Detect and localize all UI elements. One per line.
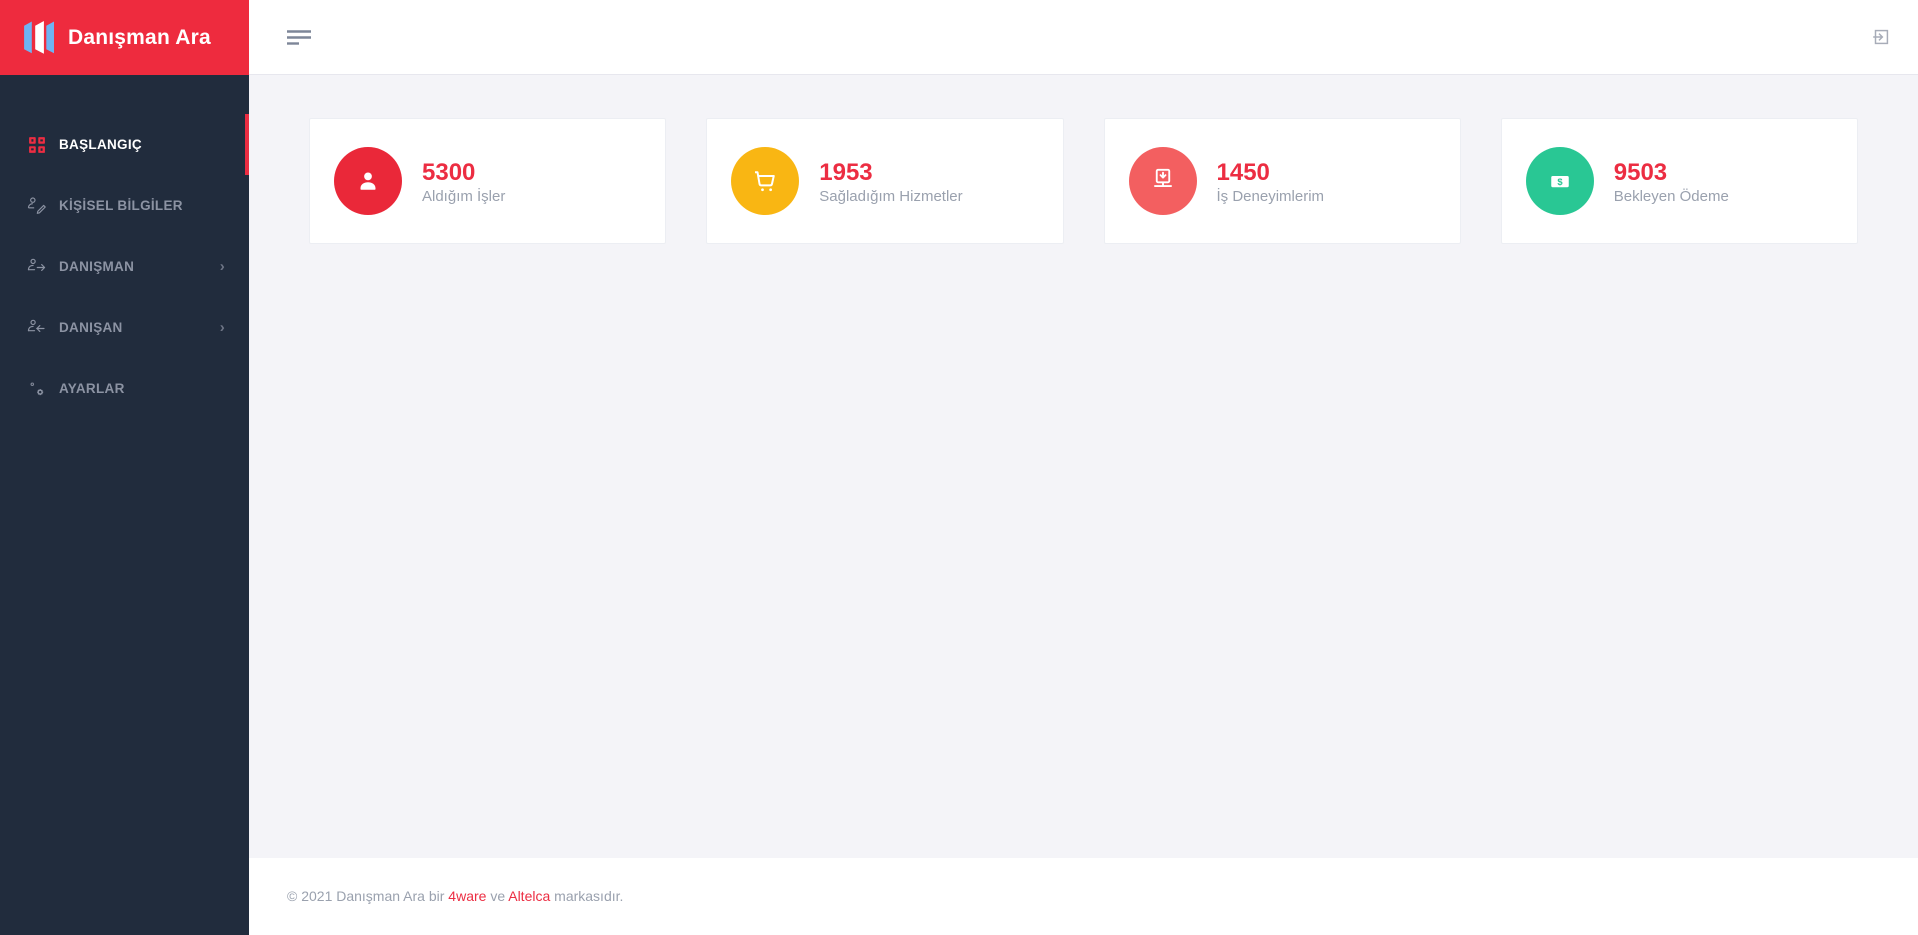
svg-text:$: $ [1557, 177, 1563, 187]
